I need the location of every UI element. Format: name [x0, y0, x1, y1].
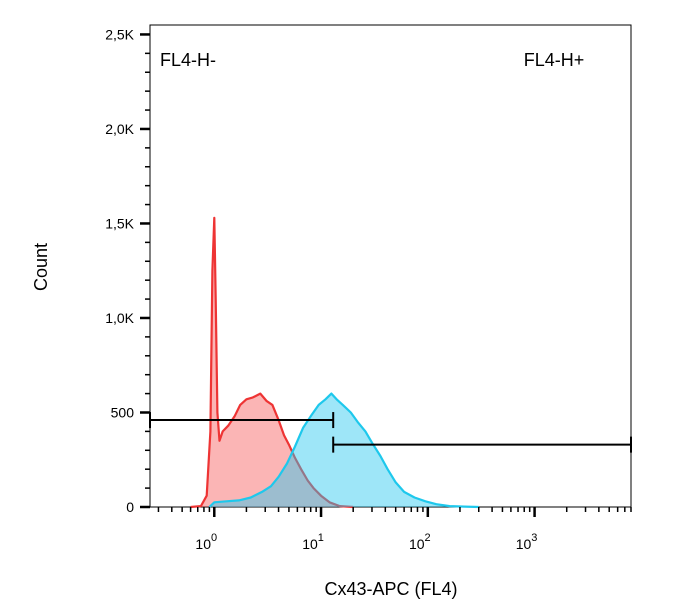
x-tick-label-0: 100	[195, 532, 217, 552]
axis-layer: 0 500 1,0K 1,5K 2,0K 2,5K 100 101 102 103	[105, 26, 632, 552]
series-fill-0	[190, 217, 354, 508]
series-line-1	[208, 392, 479, 509]
plot-border	[149, 24, 632, 508]
x-axis-title: Cx43-APC (FL4)	[324, 579, 457, 599]
y-tick-label-1: 500	[111, 404, 135, 420]
y-tick-label-4: 2,0K	[105, 121, 134, 137]
y-tick-label-0: 0	[126, 499, 134, 515]
gate-layer: FL4-H- FL4-H+	[149, 50, 632, 453]
series-fill-1	[209, 393, 479, 507]
y-axis-title: Count	[31, 243, 51, 291]
y-tick-label-2: 1,0K	[105, 310, 134, 326]
x-tick-label-1: 101	[302, 532, 324, 552]
x-tick-label-2: 102	[409, 532, 431, 552]
y-tick-label-3: 1,5K	[105, 215, 134, 231]
gate-label-0: FL4-H-	[160, 50, 216, 70]
gate-label-1: FL4-H+	[524, 50, 585, 70]
y-tick-label-5: 2,5K	[105, 26, 134, 42]
series-line-0	[190, 216, 354, 509]
plot-frame	[149, 24, 632, 508]
x-tick-label-3: 103	[516, 532, 538, 552]
series-layer	[190, 216, 479, 509]
